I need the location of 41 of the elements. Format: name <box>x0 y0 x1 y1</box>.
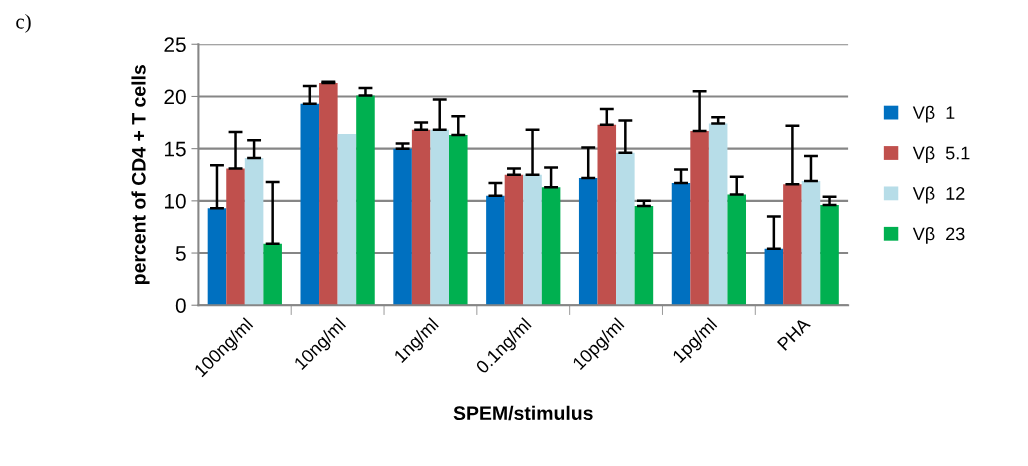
bar <box>356 95 375 306</box>
bar <box>207 208 227 306</box>
legend-label: Vβ 5.1 <box>912 146 970 164</box>
bar <box>820 205 839 306</box>
y-tick-label: 20 <box>164 89 186 105</box>
bar <box>783 184 802 306</box>
y-axis-title: percent of CD4 + T cells <box>131 65 150 284</box>
bar <box>764 248 784 306</box>
y-tick-label: 10 <box>165 193 186 209</box>
bar <box>727 194 746 306</box>
legend-label: Vβ 23 <box>912 226 965 244</box>
bar <box>430 129 449 306</box>
bar <box>337 134 357 306</box>
bar <box>634 206 654 306</box>
bar <box>523 174 542 306</box>
y-tick-label: 15 <box>165 141 186 157</box>
bar <box>449 135 468 306</box>
y-tick-label: 5 <box>175 246 186 261</box>
bar <box>504 174 524 306</box>
bar <box>801 181 821 306</box>
legend-label: Vβ 12 <box>912 186 965 204</box>
bar <box>486 195 505 306</box>
legend-label: Vβ 1 <box>912 105 955 123</box>
bar <box>541 187 561 306</box>
bar <box>690 130 709 306</box>
bar <box>319 82 338 306</box>
bar <box>708 123 728 306</box>
bar <box>393 148 412 306</box>
bar <box>300 103 320 306</box>
bar <box>578 177 598 306</box>
bar <box>244 158 264 306</box>
bar <box>597 124 617 306</box>
bar <box>263 243 282 306</box>
bar <box>616 152 635 306</box>
y-tick-label: 25 <box>164 37 186 53</box>
bar <box>671 183 691 306</box>
bar <box>411 129 431 306</box>
bar <box>226 168 245 306</box>
text: c) <box>16 13 31 33</box>
y-tick-label: 0 <box>175 298 186 313</box>
x-axis-title: SPEM/stimulus <box>453 405 593 421</box>
